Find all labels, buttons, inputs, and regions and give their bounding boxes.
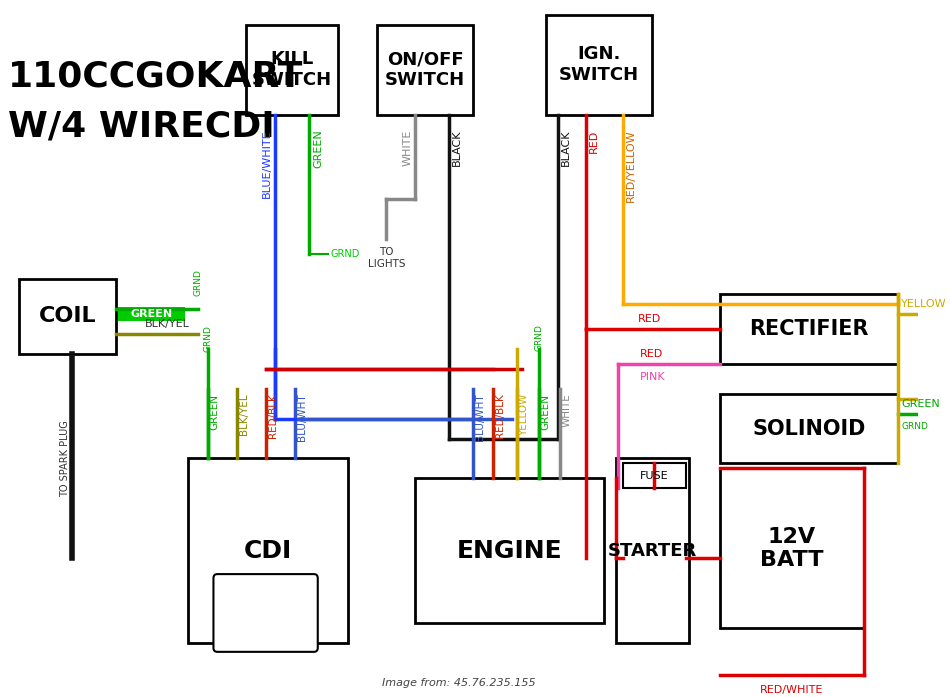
- Text: FUSE: FUSE: [640, 471, 669, 481]
- FancyBboxPatch shape: [623, 464, 686, 489]
- FancyBboxPatch shape: [377, 25, 473, 114]
- FancyBboxPatch shape: [617, 459, 689, 643]
- Text: GRND: GRND: [203, 325, 212, 352]
- Text: W/4 WIRECDI: W/4 WIRECDI: [8, 109, 275, 144]
- Text: GRND: GRND: [331, 249, 360, 259]
- Text: YELLOW: YELLOW: [902, 299, 947, 309]
- Text: STARTER: STARTER: [608, 542, 697, 560]
- Text: GREEN: GREEN: [902, 399, 940, 408]
- Text: RECTIFIER: RECTIFIER: [750, 319, 868, 339]
- FancyBboxPatch shape: [719, 294, 899, 364]
- Text: TO
LIGHTS: TO LIGHTS: [368, 247, 405, 269]
- FancyBboxPatch shape: [214, 574, 317, 652]
- Text: GREEN: GREEN: [130, 309, 173, 319]
- Text: CDI: CDI: [244, 539, 293, 562]
- Text: RED: RED: [589, 130, 599, 153]
- Text: RED: RED: [637, 314, 660, 324]
- Text: GREEN: GREEN: [313, 130, 323, 168]
- Text: ENGINE: ENGINE: [457, 539, 562, 562]
- Text: 110CCGOKART: 110CCGOKART: [8, 60, 303, 94]
- FancyBboxPatch shape: [545, 15, 652, 114]
- FancyBboxPatch shape: [246, 25, 338, 114]
- Text: BLK/YEL: BLK/YEL: [145, 319, 190, 329]
- FancyBboxPatch shape: [719, 468, 864, 628]
- Text: Image from: 45.76.235.155: Image from: 45.76.235.155: [382, 677, 536, 688]
- Text: BLU/WHT: BLU/WHT: [475, 394, 485, 441]
- Text: KILL
SWITCH: KILL SWITCH: [252, 50, 332, 89]
- Text: SOLINOID: SOLINOID: [752, 419, 865, 438]
- FancyBboxPatch shape: [719, 394, 899, 464]
- Text: GRND: GRND: [194, 269, 202, 296]
- Text: PINK: PINK: [639, 372, 665, 382]
- Text: GREEN: GREEN: [210, 394, 219, 429]
- Text: RED/BLK: RED/BLK: [268, 394, 277, 438]
- Text: ON/OFF
SWITCH: ON/OFF SWITCH: [385, 50, 466, 89]
- Text: RED/WHITE: RED/WHITE: [760, 684, 824, 695]
- Text: BLK/YEL: BLK/YEL: [238, 394, 249, 436]
- FancyBboxPatch shape: [415, 478, 603, 623]
- FancyBboxPatch shape: [188, 459, 348, 643]
- Text: 12V
BATT: 12V BATT: [760, 527, 824, 569]
- Text: RED/BLK: RED/BLK: [495, 394, 504, 438]
- Text: RED: RED: [639, 348, 663, 359]
- Text: BLACK: BLACK: [452, 130, 462, 166]
- Text: IGN.
SWITCH: IGN. SWITCH: [559, 45, 639, 84]
- Text: WHITE: WHITE: [562, 394, 572, 427]
- Text: BLU/WHT: BLU/WHT: [296, 394, 307, 441]
- FancyBboxPatch shape: [118, 307, 185, 321]
- Text: BLACK: BLACK: [561, 130, 571, 166]
- Text: GRND: GRND: [535, 324, 543, 351]
- Text: BLUE/WHITE: BLUE/WHITE: [261, 130, 272, 198]
- Text: RED/YELLOW: RED/YELLOW: [626, 130, 636, 202]
- FancyBboxPatch shape: [19, 279, 116, 354]
- Text: GRND: GRND: [902, 422, 928, 431]
- Text: WHITE: WHITE: [403, 130, 412, 166]
- Text: TO SPARK PLUG: TO SPARK PLUG: [60, 420, 69, 497]
- Text: YELLOW: YELLOW: [519, 394, 528, 436]
- Text: COIL: COIL: [39, 307, 96, 326]
- Text: GREEN: GREEN: [541, 394, 551, 429]
